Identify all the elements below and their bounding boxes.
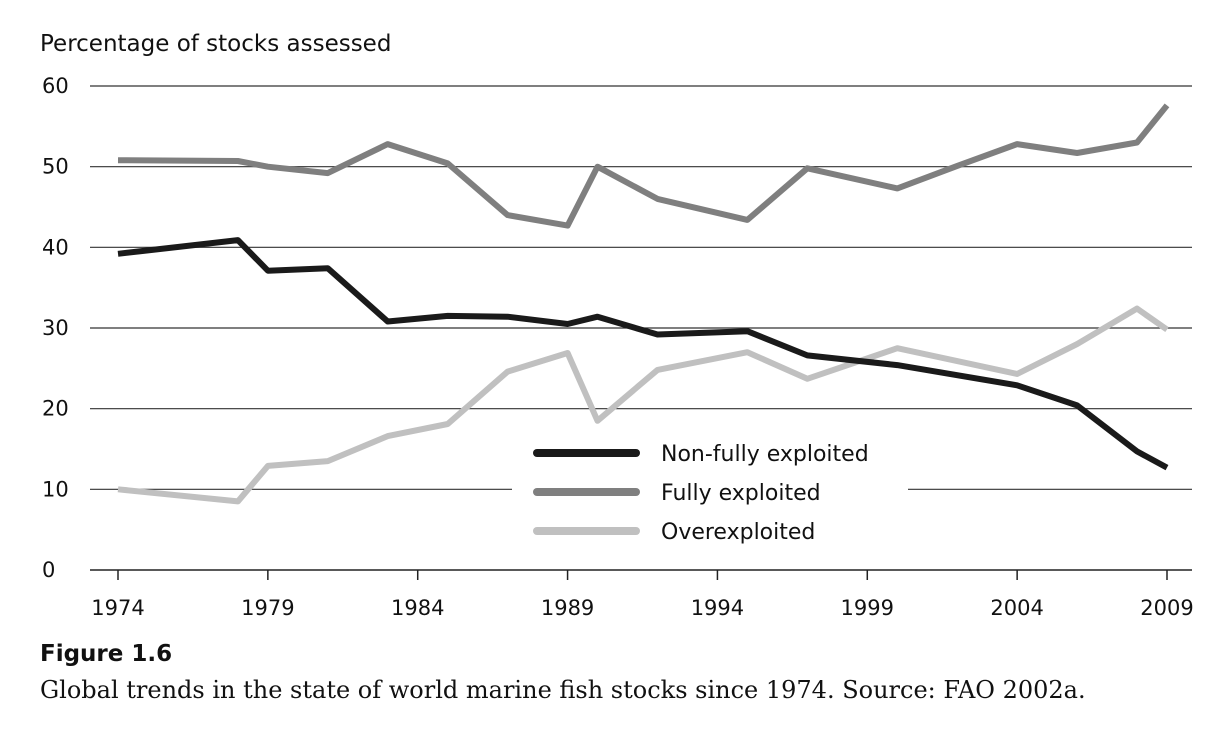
- x-tick-label: 1984: [391, 596, 444, 620]
- x-tick-label: 1989: [541, 596, 594, 620]
- legend: Non-fully exploited Fully exploited Overex…: [533, 442, 869, 545]
- y-axis-title: Percentage of stocks assessed: [40, 31, 391, 57]
- y-tick-label: 30: [42, 316, 69, 340]
- y-axis-ticks: 0 10 20 30 40 50 60: [42, 74, 69, 582]
- line-chart: 1974 1979 1984 1989 1994 1999 2004 2009 0 10 20 30…: [40, 31, 1194, 620]
- y-tick-label: 50: [42, 155, 69, 179]
- x-tick-label: 1974: [91, 596, 144, 620]
- figure-caption: Global trends in the state of world mari…: [40, 676, 1086, 704]
- y-tick-label: 10: [42, 477, 69, 501]
- x-axis-ticks: 1974 1979 1984 1989 1994 1999 2004 2009: [91, 570, 1194, 620]
- legend-label: Overexploited: [661, 520, 815, 545]
- y-tick-label: 60: [42, 74, 69, 98]
- figure-label: Figure 1.6: [40, 641, 173, 667]
- series-lines: [117, 103, 1170, 505]
- y-tick-label: 40: [42, 235, 69, 259]
- series-line-overexploited: [117, 305, 1169, 505]
- y-tick-label: 0: [42, 558, 55, 582]
- series-line-fully-exploited: [117, 103, 1170, 229]
- x-tick-label: 2009: [1140, 596, 1193, 620]
- x-tick-label: 1979: [241, 596, 294, 620]
- series-line-non-fully-exploited: [117, 237, 1169, 471]
- legend-label: Non-fully exploited: [661, 442, 869, 467]
- x-tick-label: 2004: [990, 596, 1043, 620]
- y-tick-label: 20: [42, 397, 69, 421]
- legend-label: Fully exploited: [661, 481, 821, 506]
- x-tick-label: 1999: [841, 596, 894, 620]
- x-tick-label: 1994: [691, 596, 744, 620]
